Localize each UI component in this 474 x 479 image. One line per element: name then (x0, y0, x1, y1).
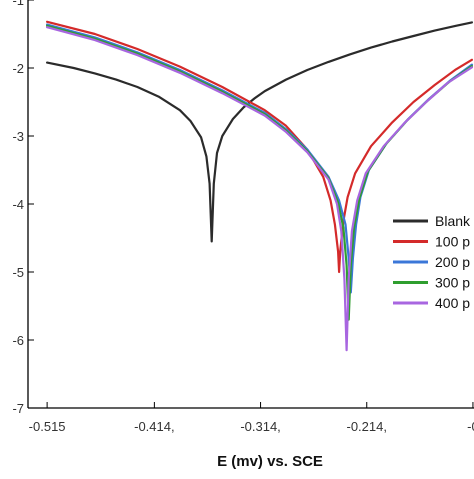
y-tick-label-3: -4 (12, 197, 24, 212)
y-tick-label-5: -6 (12, 333, 24, 348)
y-tick-label-6: -7 (12, 401, 24, 416)
series-line-3 (46, 24, 473, 321)
series-line-0 (46, 21, 473, 243)
legend: Blank 100 p 200 p 300 p 400 p (393, 213, 471, 311)
x-tick-label-3: -0.214, (347, 419, 387, 434)
axes-layer: -1 -2 -3 -4 -5 -6 -7 -0.515 -0.414, -0.314, -0.214… (12, 0, 474, 434)
y-tick-label-0: -1 (12, 0, 24, 8)
y-tick-label-2: -3 (12, 129, 24, 144)
x-tick-label-2: -0.314, (240, 419, 280, 434)
x-tick-label-1: -0.414, (134, 419, 174, 434)
legend-label-2: 200 p (435, 254, 470, 270)
y-tick-label-4: -5 (12, 265, 24, 280)
x-tick-label-0: -0.515 (29, 419, 66, 434)
x-axis-title: E (mv) vs. SCE (217, 453, 323, 470)
legend-label-1: 100 p (435, 234, 470, 250)
legend-label-3: 300 p (435, 275, 470, 291)
series-line-4 (46, 26, 473, 352)
series-line-1 (46, 20, 473, 274)
y-tick-label-1: -2 (12, 61, 24, 76)
series-line-2 (46, 23, 473, 294)
legend-label-4: 400 p (435, 295, 470, 311)
x-tick-label-4: -0 (467, 419, 474, 434)
series-layer (46, 20, 473, 352)
legend-label-0: Blank (435, 213, 471, 229)
